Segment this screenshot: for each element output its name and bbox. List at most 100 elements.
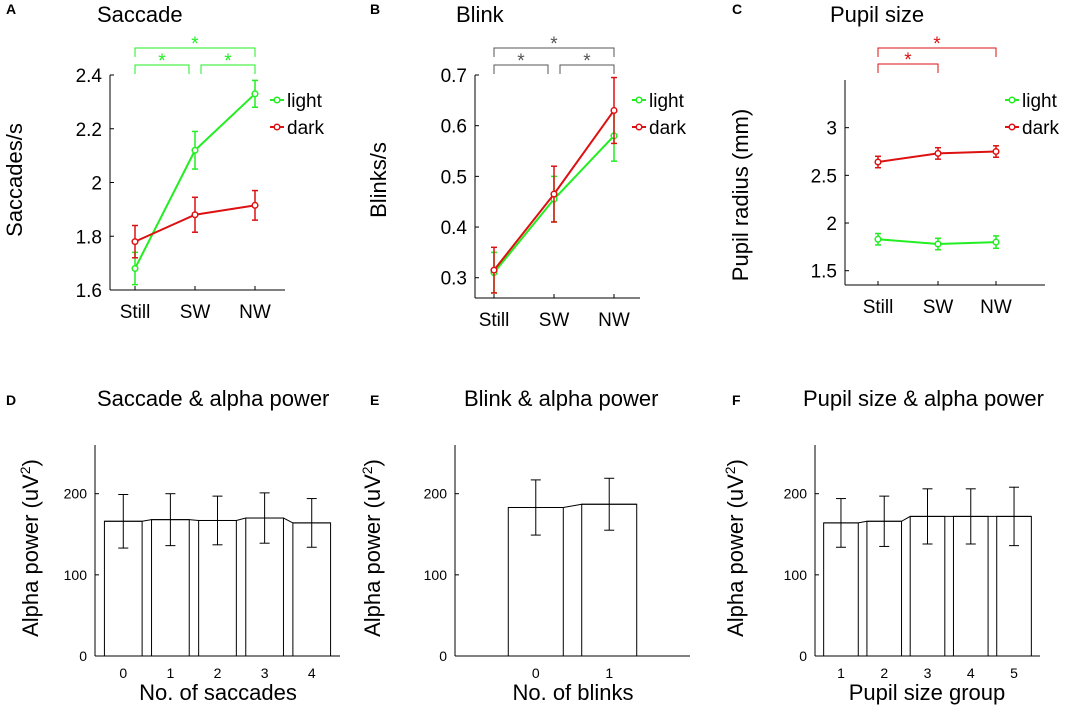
x-tick-label: SW [539,310,570,331]
legend-marker-light [273,96,281,104]
y-axis-label: Saccades/s [2,123,27,237]
y-tick-label: 0 [799,648,807,664]
y-tick-label: 100 [784,567,808,583]
significance-star: * [517,51,525,72]
y-axis-label: Alpha power (uV2) [722,459,748,637]
x-tick-label: Still [479,310,510,331]
y-tick-label: 0.7 [441,66,467,87]
panel-title: Blink [456,2,505,27]
x-tick-label: 4 [967,665,975,681]
y-axis-label: Pupil radius (mm) [728,109,753,281]
x-tick-label: NW [239,302,271,323]
x-axis-label: No. of saccades [139,680,297,705]
data-point-dark [992,147,1000,156]
data-point-dark [131,238,139,246]
x-axis-label: No. of blinks [512,680,633,705]
data-point-light [251,90,259,98]
y-tick-label: 100 [64,567,88,583]
panel-letter: A [6,1,16,17]
y-tick-label: 1.8 [76,227,102,248]
mean-trend-line [823,515,1032,524]
data-point-light [191,146,199,154]
panel-d: D Saccade & alpha power Alpha power (uV2… [6,386,340,705]
significance-bracket [493,64,549,74]
data-point-dark [251,201,259,209]
y-tick-label: 200 [424,486,448,502]
y-tick-label: 200 [64,486,88,502]
significance-bracket [877,63,939,73]
legend-label-dark: dark [287,118,324,139]
panel-title: Pupil size [830,2,924,27]
mean-trend-line [104,517,331,524]
panel-c: C Pupil size Pupil radius (mm) 1.5 2 2.5 3 S… [728,1,1059,318]
y-tick-label: 0 [439,648,447,664]
data-point-dark [874,158,882,166]
x-tick-label: 1 [166,665,174,681]
y-axis-label: Blinks/s [366,142,391,218]
legend-marker-dark [635,123,643,131]
data-point-dark [490,266,498,274]
significance-bracket [559,64,615,74]
y-tick-label: 0.5 [441,167,467,188]
data-point-dark [610,106,618,115]
y-tick-label: 100 [424,567,448,583]
legend-label-dark: dark [649,118,686,139]
data-point-dark [550,190,558,198]
x-axis-label: Pupil size group [849,680,1006,705]
legend-marker-light [635,96,643,104]
legend-label-dark: dark [1022,118,1059,139]
x-tick-label: 3 [924,665,932,681]
panel-letter: D [6,392,16,408]
x-tick-label: 1 [837,665,845,681]
x-tick-label: NW [598,310,630,331]
panel-title: Blink & alpha power [464,386,658,411]
y-tick-label: 2 [91,174,102,195]
x-tick-label: Still [863,297,894,318]
significance-star: * [904,50,912,71]
significance-bracket [134,64,190,74]
legend-label-light: light [1022,91,1058,112]
y-tick-label: 0.4 [441,218,468,239]
panel-title: Saccade [97,2,183,27]
y-axis-label: Alpha power (uV2) [359,459,385,637]
significance-star: * [550,34,558,55]
data-point-light [934,240,942,248]
y-tick-label: 0 [79,648,87,664]
panel-letter: E [370,392,379,408]
panel-a: A Saccade Saccades/s 1.6 1.8 2 2.2 2.4 Still S… [2,1,324,323]
y-tick-label: 200 [784,486,808,502]
legend-label-light: light [287,91,323,112]
x-tick-label: Still [120,302,151,323]
legend-label-light: light [649,91,685,112]
y-tick-label: 1.5 [811,262,837,283]
y-tick-label: 0.6 [441,117,467,138]
significance-bracket [877,47,997,57]
y-tick-label: 3 [826,119,837,140]
significance-star: * [191,34,199,55]
legend-marker-dark [273,123,281,131]
significance-bracket [493,47,615,57]
x-tick-label: 0 [119,665,127,681]
series-line-light [134,93,256,269]
x-tick-label: 2 [214,665,222,681]
y-tick-label: 2.4 [76,66,103,87]
legend-marker-light [1008,96,1016,104]
data-point-light [131,264,139,273]
panel-letter: C [732,1,742,17]
y-tick-label: 2.2 [76,120,102,141]
significance-star: * [933,34,941,55]
y-axis-label: Alpha power (uV2) [17,459,43,637]
panel-title: Pupil size & alpha power [803,386,1044,411]
data-point-light [992,238,1000,246]
panel-e: E Blink & alpha power Alpha power (uV2) … [359,386,690,705]
x-tick-label: 2 [880,665,888,681]
x-tick-label: SW [180,302,211,323]
x-tick-label: 4 [308,665,316,681]
significance-bracket [134,47,256,57]
x-tick-label: 0 [532,665,540,681]
panel-letter: F [732,392,741,408]
x-tick-label: 1 [605,665,613,681]
panel-letter: B [370,1,380,17]
significance-star: * [158,51,166,72]
